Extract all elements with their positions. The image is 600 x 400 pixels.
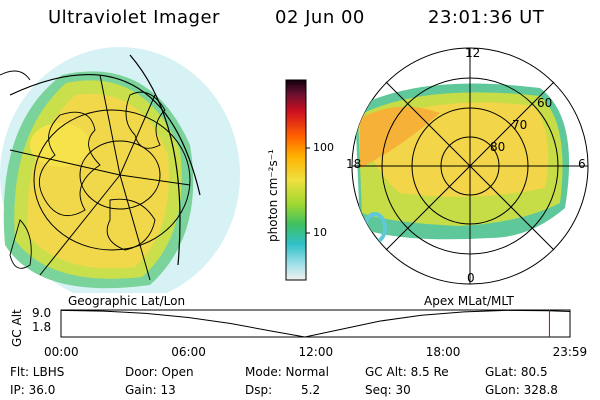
alt-plot-ytick-min: 1.8: [32, 320, 52, 334]
lon-line: [99, 74, 121, 176]
time-label: 23:01:36 UT: [428, 7, 545, 28]
mlat-label-80: 80: [490, 140, 506, 154]
coastline: [106, 198, 156, 251]
app-title: Ultraviolet Imager: [48, 7, 220, 28]
info-glon: GLon: 328.8: [485, 383, 558, 397]
coastline: [38, 111, 101, 217]
alt-plot-xtick: 23:59: [552, 345, 588, 359]
info-dsp-label: Dsp:: [245, 383, 273, 397]
info-flt: Flt: LBHS: [10, 365, 65, 379]
info-door: Door: Open: [125, 365, 194, 379]
mlt-line-diag: [385, 81, 555, 251]
lon-line: [119, 174, 191, 186]
alt-plot-xtick: 06:00: [171, 345, 206, 359]
info-gain: Gain: 13: [125, 383, 176, 397]
mlt-label-12: 12: [465, 46, 481, 60]
alt-plot-frame: [60, 309, 571, 338]
earth-limb-line: [9, 74, 201, 196]
info-dsp-value: 5.2: [301, 383, 321, 397]
info-glat: GLat: 80.5: [485, 365, 548, 379]
info-mode: Mode: Normal: [245, 365, 329, 379]
mlt-label-6: 6: [578, 157, 586, 171]
geographic-image: [0, 47, 240, 293]
mlat-label-60: 60: [537, 96, 553, 110]
coastline: [0, 70, 31, 81]
right-panel-caption: Apex MLat/MLT: [424, 294, 514, 308]
lat-circle-inner: [79, 140, 161, 210]
coastline: [125, 91, 166, 149]
info-gc-alt: GC Alt: 8.5 Re: [365, 365, 449, 379]
mlat-label-70: 70: [512, 118, 528, 132]
lat-circle-middle: [33, 109, 191, 251]
lon-line: [119, 94, 156, 176]
alt-plot-xtick: 12:00: [298, 345, 334, 359]
aurora-bright-orange: [360, 106, 440, 168]
polar-image: [351, 47, 589, 285]
colorbar-gradient: [285, 79, 307, 281]
alt-plot-xtick: 18:00: [425, 345, 461, 359]
alt-plot-ylabel: GC Alt: [10, 309, 24, 347]
altitude-plot: [60, 309, 571, 338]
colorbar-unit-label: photon cm⁻²s⁻¹: [266, 149, 280, 242]
lon-line: [9, 149, 121, 176]
alt-plot-xtick: 00:00: [44, 345, 79, 359]
lon-line: [39, 174, 121, 276]
aurora-bright-spot: [30, 123, 90, 167]
info-ip: IP: 36.0: [10, 383, 56, 397]
colorbar-tick-10: 10: [313, 226, 327, 239]
lon-line: [119, 174, 151, 281]
date-label: 02 Jun 00: [275, 7, 365, 28]
left-panel-caption: Geographic Lat/Lon: [68, 294, 186, 308]
mlt-label-18: 18: [346, 157, 362, 171]
terminator-line: [129, 54, 181, 266]
coastline: [9, 219, 32, 269]
alt-plot-ytick-max: 9.0: [32, 306, 52, 320]
colorbar: [285, 79, 310, 281]
colorbar-tick-100: 100: [313, 141, 334, 154]
mlt-label-0: 0: [467, 271, 475, 285]
altitude-curve: [60, 309, 571, 338]
info-seq: Seq: 30: [365, 383, 411, 397]
